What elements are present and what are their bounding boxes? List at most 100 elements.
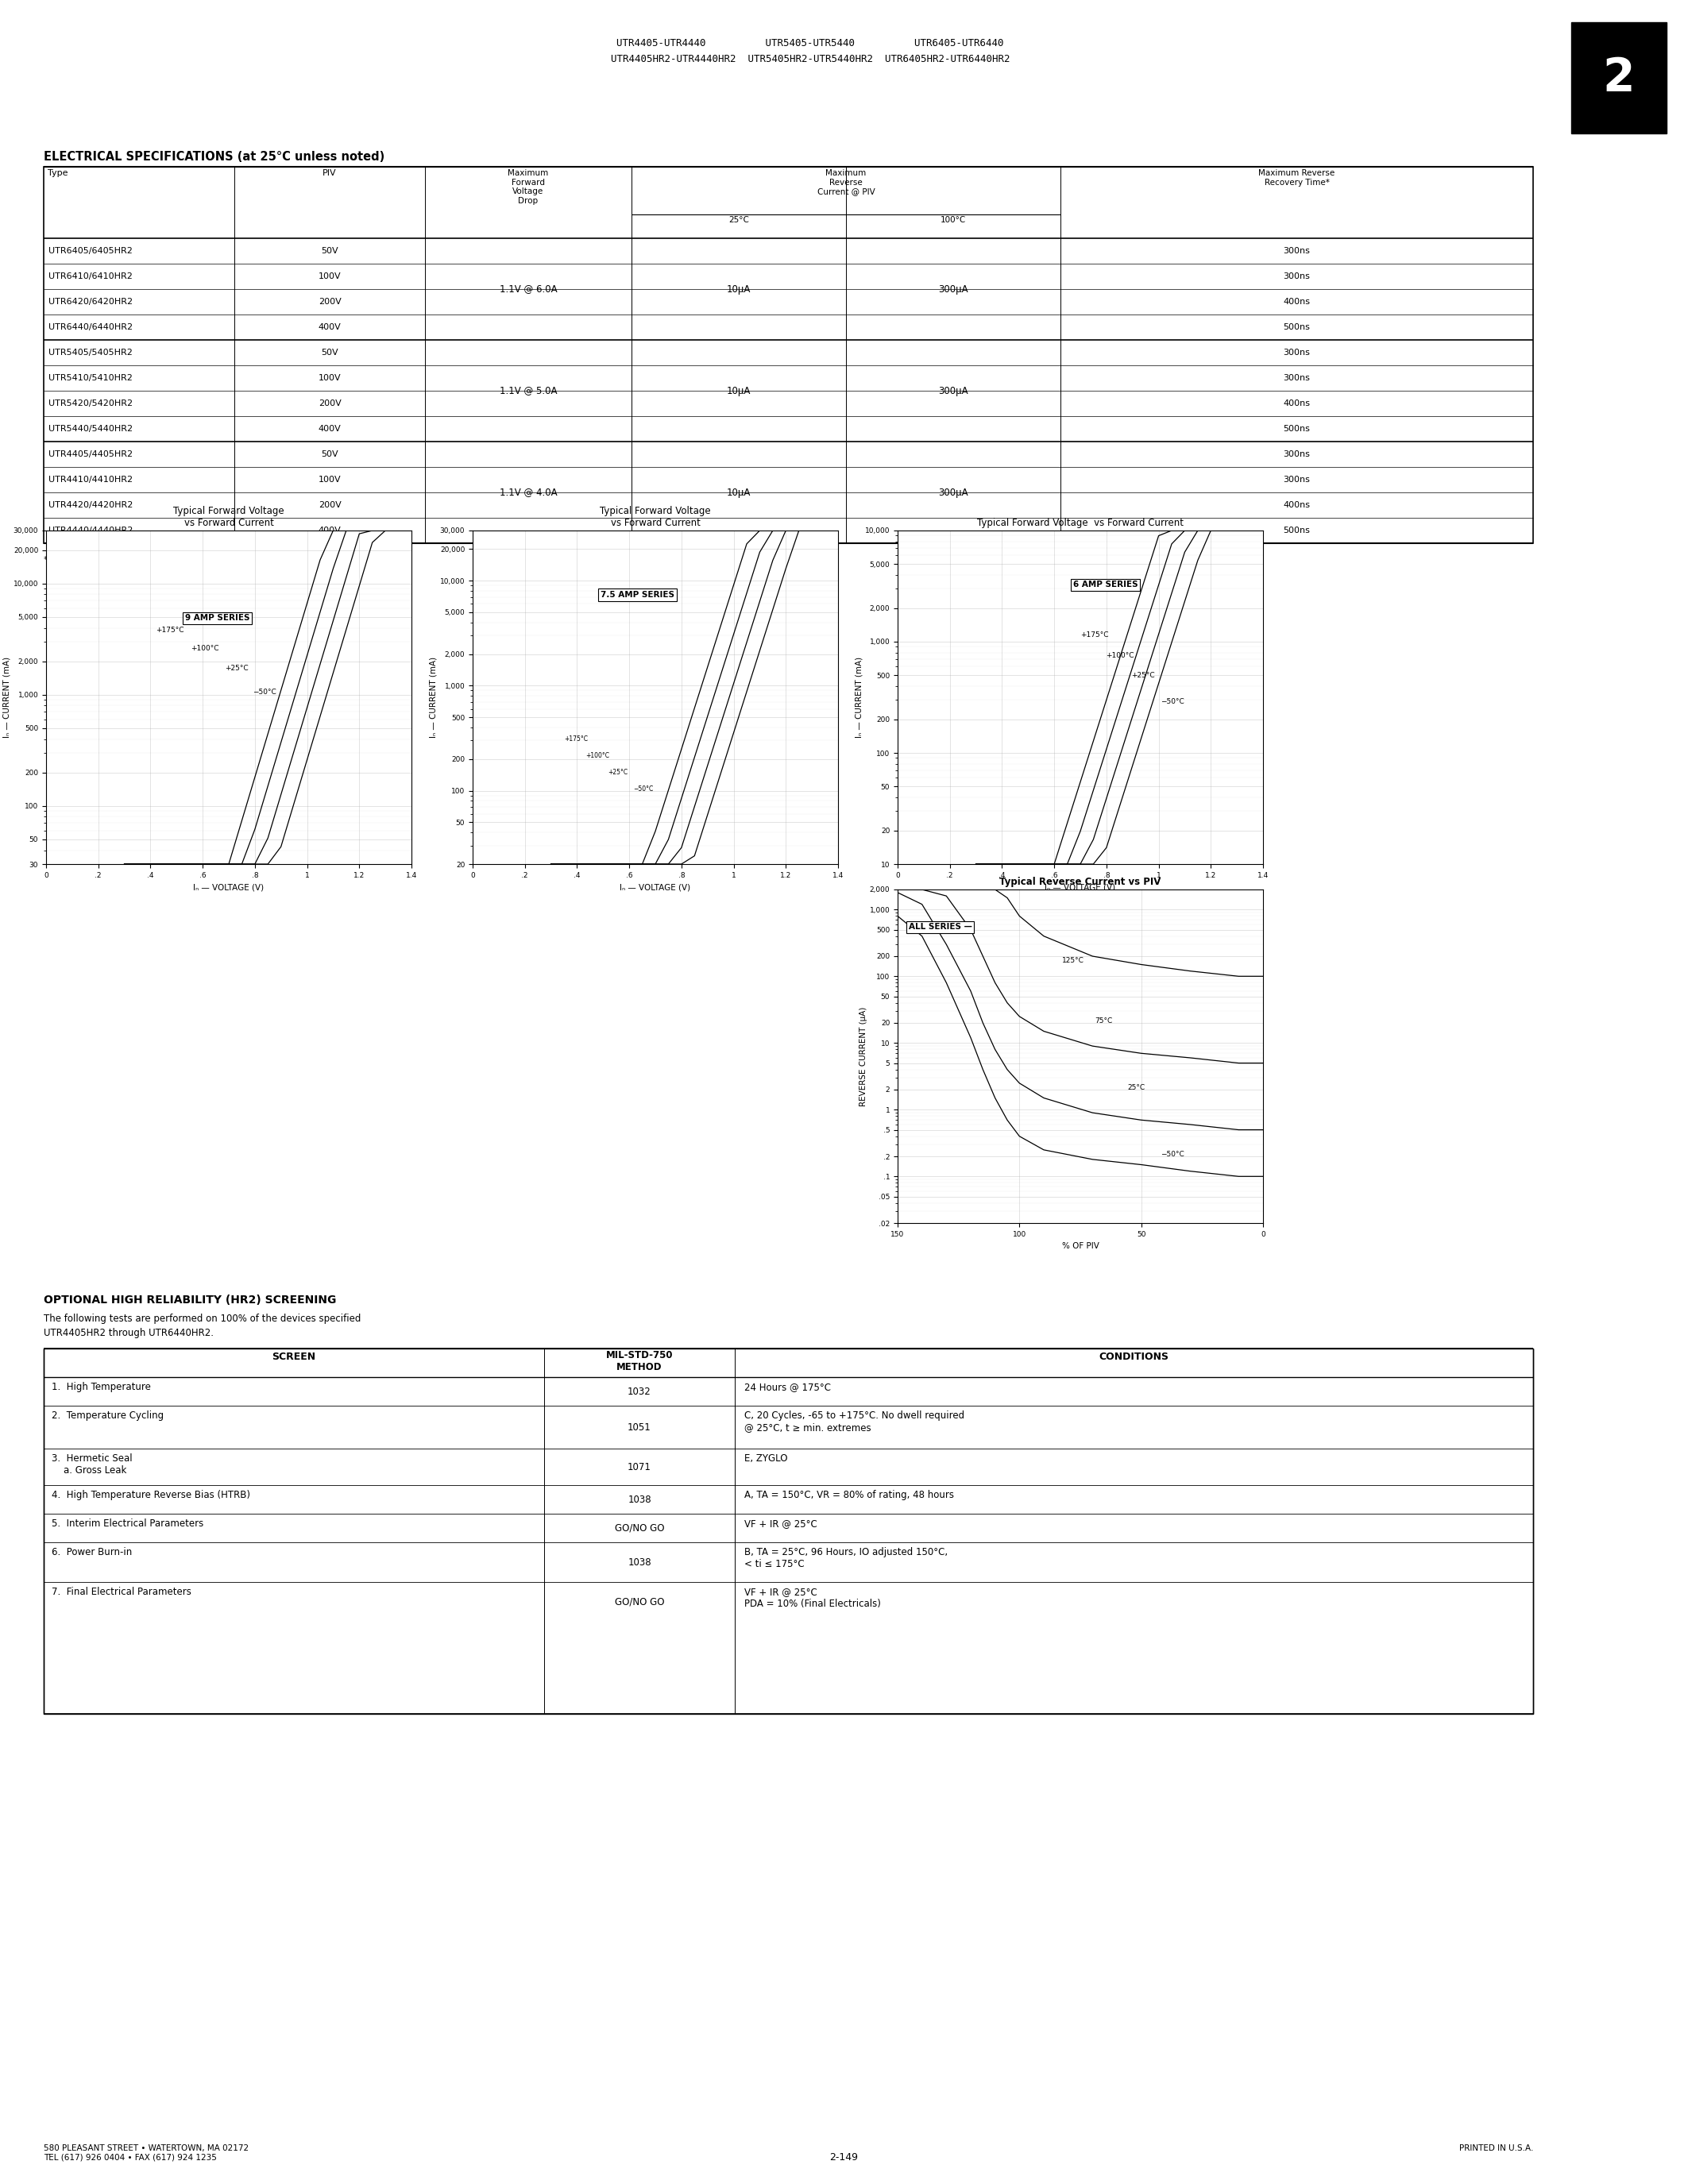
Text: *Recovery time is measured from 1A to 1A, recovering to 0.5A.: *Recovery time is measured from 1A to 1A…: [44, 557, 322, 563]
Text: 6.  Power Burn-in: 6. Power Burn-in: [52, 1546, 132, 1557]
Text: GO/NO GO: GO/NO GO: [614, 1522, 665, 1533]
Text: Maximum
Reverse
Current @ PIV: Maximum Reverse Current @ PIV: [817, 168, 874, 197]
Text: 400ns: 400ns: [1283, 297, 1310, 306]
Text: 200V: 200V: [319, 297, 341, 306]
Text: 7.  Final Electrical Parameters: 7. Final Electrical Parameters: [52, 1588, 191, 1597]
Text: 300ns: 300ns: [1283, 349, 1310, 356]
Text: VF + IR @ 25°C: VF + IR @ 25°C: [744, 1518, 817, 1529]
Y-axis label: Iₙ — CURRENT (mA): Iₙ — CURRENT (mA): [854, 657, 863, 738]
Text: 25°C: 25°C: [729, 216, 749, 225]
Text: 300ns: 300ns: [1283, 247, 1310, 256]
Text: UTR4405HR2-UTR4440HR2  UTR5405HR2-UTR5440HR2  UTR6405HR2-UTR6440HR2: UTR4405HR2-UTR4440HR2 UTR5405HR2-UTR5440…: [611, 55, 1009, 63]
X-axis label: % OF PIV: % OF PIV: [1062, 1243, 1099, 1249]
Text: 24 Hours @ 175°C: 24 Hours @ 175°C: [744, 1382, 830, 1391]
Text: UTR5420/5420HR2: UTR5420/5420HR2: [49, 400, 133, 408]
Text: 9 AMP SERIES: 9 AMP SERIES: [186, 614, 250, 622]
Title: Typical Reverse Current vs PIV: Typical Reverse Current vs PIV: [999, 878, 1161, 887]
Text: 3.  Hermetic Seal
    a. Gross Leak: 3. Hermetic Seal a. Gross Leak: [52, 1452, 132, 1476]
Text: 75°C: 75°C: [1096, 1018, 1112, 1024]
Text: Maximum Reverse
Recovery Time*: Maximum Reverse Recovery Time*: [1259, 168, 1335, 186]
Y-axis label: REVERSE CURRENT (μA): REVERSE CURRENT (μA): [859, 1007, 868, 1105]
Text: 100°C: 100°C: [940, 216, 966, 225]
Text: 580 PLEASANT STREET • WATERTOWN, MA 02172
TEL (617) 926 0404 • FAX (617) 924 123: 580 PLEASANT STREET • WATERTOWN, MA 0217…: [44, 2145, 248, 2162]
Text: 300ns: 300ns: [1283, 450, 1310, 459]
X-axis label: Iₙ — VOLTAGE (V): Iₙ — VOLTAGE (V): [194, 882, 263, 891]
Text: 400ns: 400ns: [1283, 500, 1310, 509]
Text: 100V: 100V: [319, 373, 341, 382]
Text: −50°C: −50°C: [1161, 699, 1185, 705]
Text: UTR6440/6440HR2: UTR6440/6440HR2: [49, 323, 133, 332]
Text: CONDITIONS: CONDITIONS: [1099, 1352, 1168, 1363]
Text: B, TA = 25°C, 96 Hours, IO adjusted 150°C,
< ti ≤ 175°C: B, TA = 25°C, 96 Hours, IO adjusted 150°…: [744, 1546, 947, 1570]
Text: 5.  Interim Electrical Parameters: 5. Interim Electrical Parameters: [52, 1518, 204, 1529]
Text: UTR6420/6420HR2: UTR6420/6420HR2: [49, 297, 133, 306]
Text: +175°C: +175°C: [1080, 631, 1109, 640]
Text: 400V: 400V: [319, 526, 341, 535]
Text: PRINTED IN U.S.A.: PRINTED IN U.S.A.: [1458, 2145, 1533, 2151]
Text: 1.1V @ 4.0A: 1.1V @ 4.0A: [500, 487, 557, 498]
Title: Typical Forward Voltage
vs Forward Current: Typical Forward Voltage vs Forward Curre…: [174, 507, 284, 529]
Y-axis label: Iₙ — CURRENT (mA): Iₙ — CURRENT (mA): [3, 657, 12, 738]
Text: 2: 2: [1604, 55, 1636, 100]
Text: The following tests are performed on 100% of the devices specified: The following tests are performed on 100…: [44, 1313, 361, 1324]
Text: 25°C: 25°C: [1128, 1083, 1146, 1092]
Text: UTR4405-UTR4440          UTR5405-UTR5440          UTR6405-UTR6440: UTR4405-UTR4440 UTR5405-UTR5440 UTR6405-…: [616, 37, 1004, 48]
Text: +25°C: +25°C: [1131, 673, 1155, 679]
Bar: [44, 1348, 1533, 1714]
Text: 300μA: 300μA: [939, 284, 969, 295]
Text: UTR4410/4410HR2: UTR4410/4410HR2: [49, 476, 133, 483]
Text: 1051: 1051: [628, 1422, 652, 1433]
Text: 300ns: 300ns: [1283, 476, 1310, 483]
X-axis label: Iₙ — VOLTAGE (V): Iₙ — VOLTAGE (V): [1045, 882, 1116, 891]
Text: 200V: 200V: [319, 400, 341, 408]
Text: UTR4405HR2 through UTR6440HR2.: UTR4405HR2 through UTR6440HR2.: [44, 1328, 214, 1339]
Text: 500ns: 500ns: [1283, 526, 1310, 535]
Text: UTR4405/4405HR2: UTR4405/4405HR2: [49, 450, 133, 459]
Text: 100V: 100V: [319, 273, 341, 280]
Text: UTR5410/5410HR2: UTR5410/5410HR2: [49, 373, 133, 382]
Text: −50°C: −50°C: [1161, 1151, 1185, 1158]
X-axis label: Iₙ — VOLTAGE (V): Iₙ — VOLTAGE (V): [619, 882, 690, 891]
Text: 50V: 50V: [321, 349, 338, 356]
Bar: [1572, 22, 1666, 133]
Text: +175°C: +175°C: [155, 627, 184, 633]
Text: A, TA = 150°C, VR = 80% of rating, 48 hours: A, TA = 150°C, VR = 80% of rating, 48 ho…: [744, 1489, 954, 1500]
Text: 400V: 400V: [319, 426, 341, 432]
Text: +25°C: +25°C: [225, 666, 248, 673]
Text: 300ns: 300ns: [1283, 273, 1310, 280]
Text: 50V: 50V: [321, 247, 338, 256]
Text: 500ns: 500ns: [1283, 323, 1310, 332]
Text: 300μA: 300μA: [939, 387, 969, 395]
Text: −50°C: −50°C: [633, 784, 653, 793]
Text: UTR4420/4420HR2: UTR4420/4420HR2: [49, 500, 133, 509]
Text: SCREEN: SCREEN: [272, 1352, 316, 1363]
Text: 300ns: 300ns: [1283, 373, 1310, 382]
Text: 2.  Temperature Cycling: 2. Temperature Cycling: [52, 1411, 164, 1422]
Text: PIV: PIV: [322, 168, 336, 177]
Bar: [44, 166, 1533, 544]
Text: ALL SERIES —: ALL SERIES —: [908, 924, 972, 930]
Title: Typical Forward Voltage
vs Forward Current: Typical Forward Voltage vs Forward Curre…: [599, 507, 711, 529]
Text: 10μA: 10μA: [726, 487, 751, 498]
Text: 7.5 AMP SERIES: 7.5 AMP SERIES: [601, 592, 675, 598]
Text: 400V: 400V: [319, 323, 341, 332]
Text: E, ZYGLO: E, ZYGLO: [744, 1452, 788, 1463]
Text: UTR4440/4440HR2: UTR4440/4440HR2: [49, 526, 133, 535]
Text: UTR5405/5405HR2: UTR5405/5405HR2: [49, 349, 133, 356]
Text: +100°C: +100°C: [586, 751, 609, 758]
Text: +100°C: +100°C: [191, 644, 219, 653]
Text: 200V: 200V: [319, 500, 341, 509]
Title: Typical Forward Voltage  vs Forward Current: Typical Forward Voltage vs Forward Curre…: [977, 518, 1183, 529]
Text: 300μA: 300μA: [939, 487, 969, 498]
Text: 100V: 100V: [319, 476, 341, 483]
Text: UTR6405/6405HR2: UTR6405/6405HR2: [49, 247, 133, 256]
Text: 10μA: 10μA: [726, 387, 751, 395]
Text: 1071: 1071: [628, 1461, 652, 1472]
Text: 6 AMP SERIES: 6 AMP SERIES: [1074, 581, 1138, 590]
Text: 10μA: 10μA: [726, 284, 751, 295]
Text: UTR6410/6410HR2: UTR6410/6410HR2: [49, 273, 133, 280]
Text: 1038: 1038: [628, 1494, 652, 1505]
Text: Maximum
Forward
Voltage
Drop: Maximum Forward Voltage Drop: [508, 168, 549, 205]
Text: +25°C: +25°C: [608, 769, 628, 775]
Text: +100°C: +100°C: [1106, 651, 1134, 660]
